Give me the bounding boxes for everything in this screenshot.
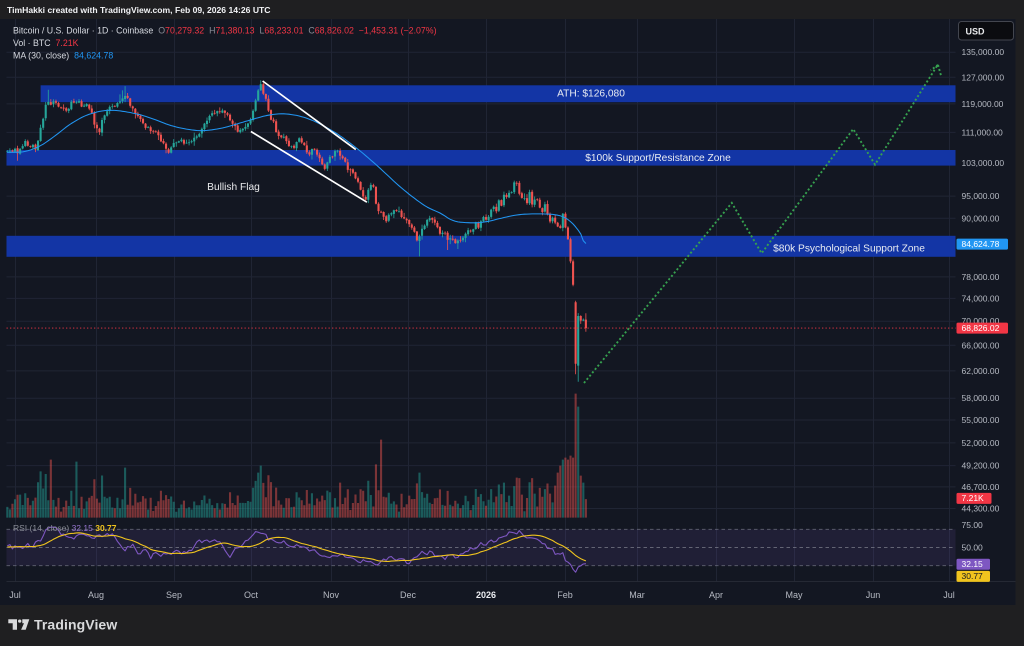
svg-text:62,000.00: 62,000.00	[962, 366, 1000, 376]
svg-text:135,000.00: 135,000.00	[962, 47, 1005, 57]
svg-text:84,624.78: 84,624.78	[962, 239, 1000, 249]
svg-text:Mar: Mar	[629, 590, 645, 600]
svg-text:Jul: Jul	[943, 590, 955, 600]
svg-text:95,000.00: 95,000.00	[962, 191, 1000, 201]
svg-text:$80k Psychological Support Zon: $80k Psychological Support Zone	[773, 244, 925, 255]
svg-text:Dec: Dec	[400, 590, 417, 600]
svg-text:30.77: 30.77	[962, 571, 984, 581]
svg-text:RSI (14, close) 32.15 30.77: RSI (14, close) 32.15 30.77	[13, 523, 117, 533]
svg-text:7.21K: 7.21K	[962, 493, 985, 503]
svg-text:70,000.00: 70,000.00	[962, 316, 1000, 326]
svg-text:Aug: Aug	[88, 590, 104, 600]
svg-text:Nov: Nov	[323, 590, 340, 600]
svg-text:Vol · BTC 7.21K: Vol · BTC 7.21K	[13, 38, 79, 48]
svg-text:49,200.00: 49,200.00	[962, 461, 1000, 471]
svg-text:Bitcoin / U.S. Dollar · 1D · C: Bitcoin / U.S. Dollar · 1D · Coinbase O7…	[13, 26, 437, 36]
svg-text:USD: USD	[965, 27, 985, 37]
svg-text:Jun: Jun	[866, 590, 881, 600]
svg-text:$100k Support/Resistance Zone: $100k Support/Resistance Zone	[585, 153, 731, 164]
svg-text:46,700.00: 46,700.00	[962, 482, 1000, 492]
svg-text:44,300.00: 44,300.00	[962, 504, 1000, 514]
svg-text:2026: 2026	[476, 590, 496, 600]
svg-text:58,000.00: 58,000.00	[962, 393, 1000, 403]
svg-text:119,000.00: 119,000.00	[962, 99, 1004, 109]
svg-text:32.15: 32.15	[962, 559, 984, 569]
svg-text:Apr: Apr	[709, 590, 723, 600]
svg-text:ATH: $126,080: ATH: $126,080	[557, 89, 625, 100]
svg-text:75.00: 75.00	[962, 520, 984, 530]
svg-text:127,000.00: 127,000.00	[962, 72, 1005, 82]
svg-text:May: May	[785, 590, 803, 600]
svg-text:111,000.00: 111,000.00	[962, 127, 1004, 137]
svg-text:Sep: Sep	[166, 590, 182, 600]
svg-text:55,000.00: 55,000.00	[962, 415, 1000, 425]
svg-text:74,000.00: 74,000.00	[962, 293, 1000, 303]
svg-text:66,000.00: 66,000.00	[962, 340, 1000, 350]
svg-text:90,000.00: 90,000.00	[962, 213, 1000, 223]
svg-text:MA (30, close) 84,624.78: MA (30, close) 84,624.78	[13, 51, 113, 61]
svg-text:68,826.02: 68,826.02	[962, 323, 1000, 333]
svg-text:TimHakki created with TradingV: TimHakki created with TradingView.com, F…	[7, 5, 271, 15]
svg-text:103,000.00: 103,000.00	[962, 158, 1005, 168]
svg-text:TradingView: TradingView	[34, 617, 117, 633]
svg-text:50.00: 50.00	[962, 543, 984, 553]
svg-text:78,000.00: 78,000.00	[962, 272, 1000, 282]
svg-text:Feb: Feb	[557, 590, 573, 600]
svg-text:52,000.00: 52,000.00	[962, 438, 1000, 448]
svg-text:Jul: Jul	[9, 590, 21, 600]
svg-text:Bullish Flag: Bullish Flag	[207, 182, 260, 193]
svg-text:Oct: Oct	[244, 590, 259, 600]
